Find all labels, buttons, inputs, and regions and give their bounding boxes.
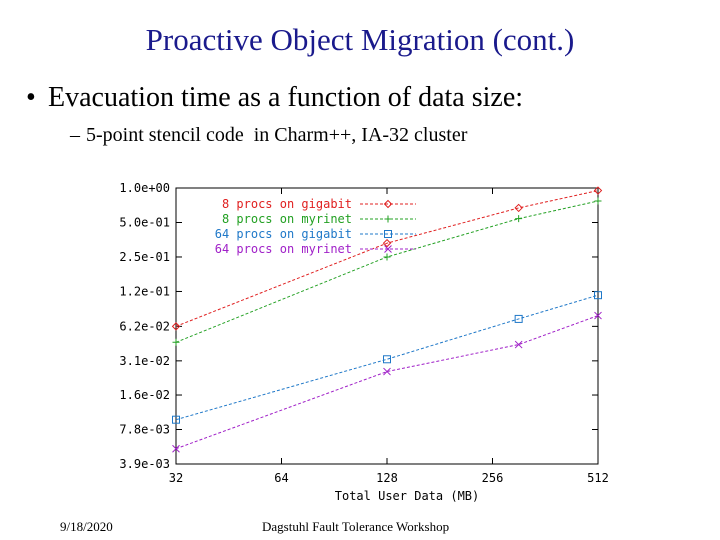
y-tick-label: 3.9e-03 xyxy=(119,457,170,471)
x-tick-label: 128 xyxy=(376,471,398,485)
y-tick-label: 2.5e-01 xyxy=(119,250,170,264)
legend-marker xyxy=(384,215,392,223)
y-tick-label: 5.0e-01 xyxy=(119,215,170,229)
data-point xyxy=(172,338,180,346)
legend-marker xyxy=(384,245,392,253)
series-line-3 xyxy=(175,294,599,421)
data-point xyxy=(514,203,523,213)
legend-marker xyxy=(384,230,392,238)
legend-entry: 64 procs on myrinet xyxy=(215,242,352,256)
slide-title: Proactive Object Migration (cont.) xyxy=(145,22,575,57)
data-point xyxy=(594,197,602,205)
sub-bullet-marker: – xyxy=(70,124,80,146)
legend-entry: 8 procs on gigabit xyxy=(222,197,352,211)
y-tick-label: 7.8e-03 xyxy=(119,423,170,437)
sub-bullet-text: 5-point stencil code in Charm++, IA-32 c… xyxy=(86,124,468,146)
data-point xyxy=(515,215,523,223)
x-tick-label: 256 xyxy=(482,471,504,485)
data-point xyxy=(172,415,180,424)
data-point xyxy=(171,322,181,331)
x-tick-label: 512 xyxy=(587,471,609,485)
data-point xyxy=(382,238,392,248)
data-point xyxy=(383,367,391,376)
bullet-point: • Evacuation time as a function of data s… xyxy=(26,82,523,114)
evacuation-time-chart: 3.9e-03 7.8e-03 1.6e-02 3.1e-02 6.2e-02 1.2e-… xyxy=(119,181,609,503)
x-tick-label: 64 xyxy=(274,471,288,485)
series-line-2 xyxy=(175,200,599,343)
data-point xyxy=(514,340,523,349)
legend-entry: 8 procs on myrinet xyxy=(222,212,352,226)
sub-bullet: –5-point stencil code in Charm++, IA-32 … xyxy=(70,124,467,147)
legend-entry: 64 procs on gigabit xyxy=(215,227,352,241)
data-point xyxy=(383,355,391,364)
y-tick-label: 3.1e-02 xyxy=(119,354,170,368)
data-point xyxy=(594,291,602,300)
series-line-4 xyxy=(175,315,599,450)
legend-marker xyxy=(383,199,393,209)
y-tick-label: 6.2e-02 xyxy=(119,319,170,333)
data-point xyxy=(514,314,523,323)
data-point xyxy=(593,186,603,195)
bullet-text: Evacuation time as a function of data si… xyxy=(48,82,524,113)
data-point xyxy=(383,253,391,261)
footer-date: 9/18/2020 xyxy=(60,519,113,534)
y-tick-label: 1.0e+00 xyxy=(119,181,170,195)
x-tick-label: 32 xyxy=(169,471,183,485)
data-point xyxy=(172,444,180,453)
y-tick-label: 1.2e-01 xyxy=(119,284,170,298)
x-axis-label: Total User Data (MB) xyxy=(335,489,480,503)
bullet-marker: • xyxy=(26,82,36,113)
footer-event: Dagstuhl Fault Tolerance Workshop xyxy=(262,519,450,534)
data-point xyxy=(594,311,602,320)
y-tick-label: 1.6e-02 xyxy=(119,388,170,402)
